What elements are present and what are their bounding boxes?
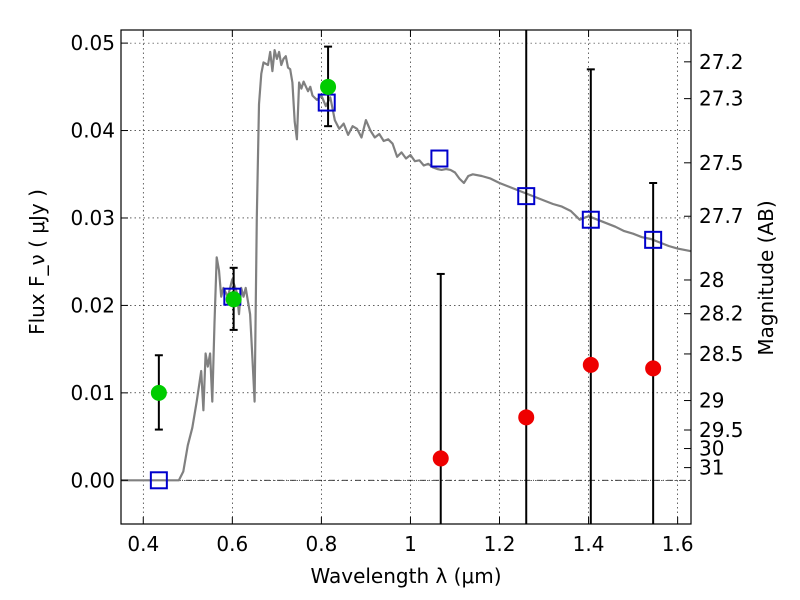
y2-axis-label: Magnitude (AB) [754, 200, 778, 355]
x-tick-label: 1.6 [662, 532, 694, 556]
data-point-square [644, 230, 663, 249]
y2-tick-label: 27.2 [699, 50, 744, 74]
spectrum-line [121, 49, 692, 482]
data-point-square [149, 471, 168, 490]
data-point-circle [320, 78, 337, 95]
data-point-circle [518, 409, 535, 426]
data-point-circle [582, 356, 599, 373]
y-axis-label: Flux F_ν ( μJy ) [25, 189, 49, 335]
data-point-circle [150, 384, 167, 401]
axes: 0.4 0.6 0.8 1 1.2 1.4 1.6 0.00 0.01 0.02 0.03 0.04 0… [70, 29, 744, 556]
x-tick-label: 1.2 [484, 532, 516, 556]
y2-tick-label: 30 [699, 437, 724, 461]
y2-tick-label: 28 [699, 268, 724, 292]
x-tick-label: 0.8 [305, 532, 337, 556]
y-tick-label: 0.02 [70, 293, 115, 317]
y-tick-label: 0.03 [70, 206, 115, 230]
y2-tick-label: 29.5 [699, 418, 744, 442]
y-tick-label: 0.05 [70, 31, 115, 55]
y2-tick-label: 31 [699, 456, 724, 480]
y2-tick-label: 28.5 [699, 342, 744, 366]
x-tick-label: 0.4 [127, 532, 159, 556]
y2-tick-label: 28.2 [699, 302, 744, 326]
data-point-circle [225, 291, 242, 308]
photometry-points [149, 30, 663, 524]
y2-tick-label: 27.3 [699, 87, 744, 111]
data-point-square [581, 210, 600, 229]
data-point-circle [645, 360, 662, 377]
plot-frame [120, 29, 692, 525]
y-tick-label: 0.01 [70, 381, 115, 405]
x-tick-label: 0.6 [216, 532, 248, 556]
data-point-square [430, 149, 449, 168]
x-tick-label: 1.4 [573, 532, 605, 556]
y2-tick-label: 27.7 [699, 204, 744, 228]
y2-tick-label: 29 [699, 389, 724, 413]
x-axis-label: Wavelength λ (μm) [310, 564, 501, 588]
data-point-square [517, 187, 536, 206]
y-tick-label: 0.04 [70, 119, 115, 143]
grid-lines [121, 30, 691, 524]
y-tick-label: 0.00 [70, 468, 115, 492]
model-spectrum [121, 49, 692, 482]
y2-tick-label: 27.5 [699, 151, 744, 175]
data-point-circle [432, 450, 449, 467]
x-tick-label: 1 [404, 532, 417, 556]
